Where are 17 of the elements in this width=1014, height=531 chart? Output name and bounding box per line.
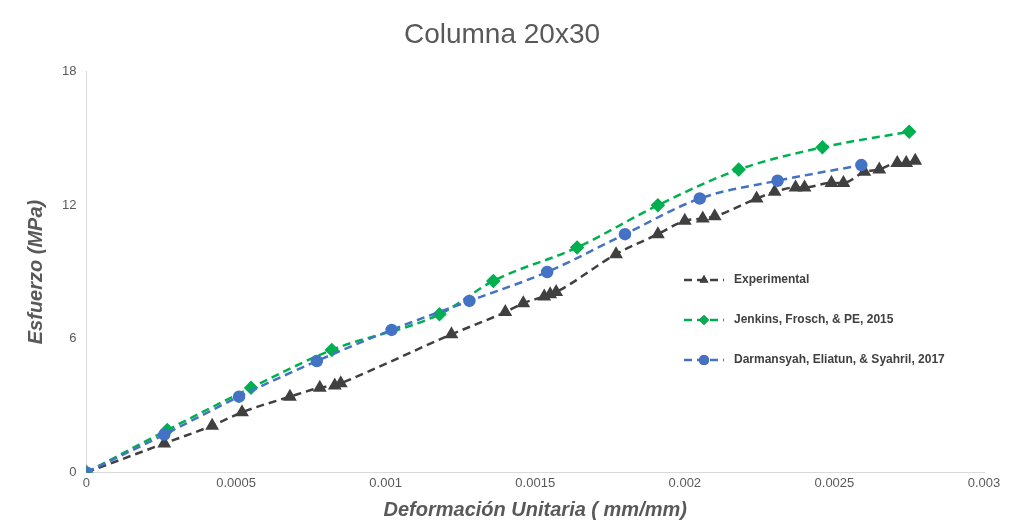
y-tick-label: 6 — [69, 330, 77, 346]
y-tick-label: 12 — [61, 196, 77, 212]
legend-label: Experimental — [734, 272, 810, 287]
y-axis-title: Esfuerzo (MPa) — [23, 199, 46, 345]
x-tick-label: 0.003 — [967, 474, 1001, 490]
legend-label: Darmansyah, Eliatun, & Syahril, 2017 — [734, 352, 946, 367]
x-tick-label: 0.002 — [668, 474, 702, 490]
x-tick-label: 0.001 — [369, 474, 402, 490]
y-tick-label: 0 — [69, 463, 77, 479]
x-tick-label: 0.0005 — [216, 474, 256, 490]
x-tick-label: 0 — [82, 474, 91, 490]
x-tick-label: 0.0015 — [515, 474, 556, 490]
y-tick-label: 18 — [61, 63, 77, 79]
chart-title: Columna 20x30 — [403, 17, 601, 49]
x-tick-label: 0.0025 — [814, 474, 855, 490]
legend-label: Jenkins, Frosch, & PE, 2015 — [734, 312, 894, 327]
x-axis-title: Deformación Unitaria ( mm/mm) — [383, 497, 688, 520]
